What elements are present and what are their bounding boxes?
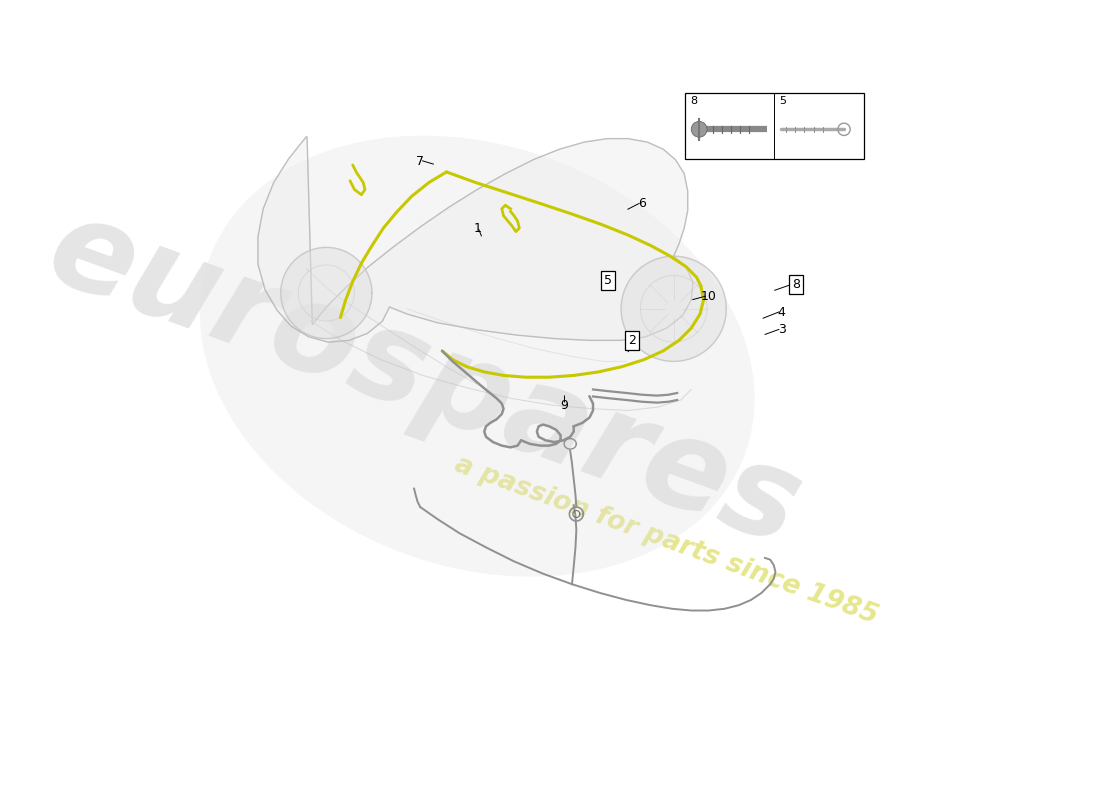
Polygon shape (257, 137, 693, 342)
Text: 2: 2 (628, 334, 636, 347)
Circle shape (691, 122, 707, 138)
Text: a passion for parts since 1985: a passion for parts since 1985 (451, 451, 881, 630)
Text: 8: 8 (691, 96, 697, 106)
Text: 1: 1 (474, 222, 482, 234)
Text: 4: 4 (778, 306, 785, 318)
Text: eurospares: eurospares (33, 187, 816, 571)
Text: 6: 6 (638, 197, 646, 210)
Text: 7: 7 (416, 155, 424, 168)
Bar (685, 93, 864, 159)
Text: 10: 10 (701, 290, 716, 303)
Polygon shape (280, 247, 372, 338)
Text: 9: 9 (561, 399, 569, 412)
Ellipse shape (200, 136, 755, 577)
Text: 5: 5 (780, 96, 786, 106)
Polygon shape (621, 256, 726, 362)
Text: 3: 3 (778, 323, 785, 336)
Text: 8: 8 (792, 278, 800, 290)
Text: 5: 5 (604, 274, 612, 287)
